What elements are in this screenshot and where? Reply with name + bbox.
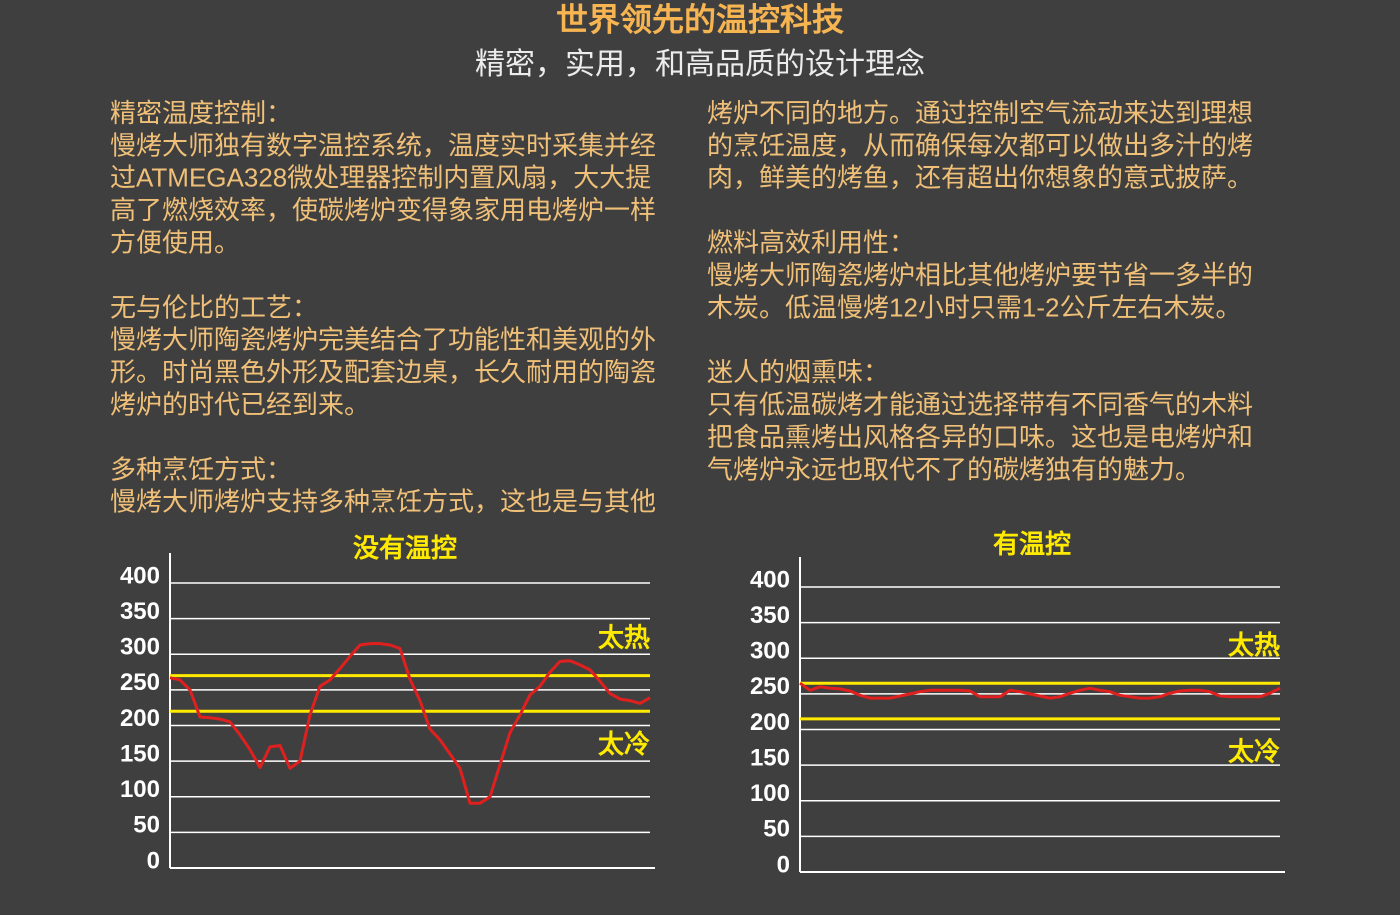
body-line: 肉，鲜美的烤鱼，还有超出你想象的意式披萨。: [707, 163, 1253, 193]
page-subtitle: 精密，实用，和高品质的设计理念: [475, 48, 925, 81]
y-tick-label: 150: [120, 740, 160, 767]
y-tick-label: 250: [120, 669, 160, 696]
section-heading: 多种烹饪方式：: [110, 454, 292, 484]
y-tick-label: 250: [750, 673, 790, 700]
data-line: [169, 642, 651, 805]
y-tick-label: 100: [750, 780, 790, 807]
body-line: 慢烤大师陶瓷烤炉完美结合了功能性和美观的外: [110, 325, 656, 355]
y-tick-label: 200: [120, 705, 160, 732]
body-line: 慢烤大师陶瓷烤炉相比其他烤炉要节省一多半的: [707, 260, 1253, 290]
body-line: 高了燃烧效率，使碳烤炉变得象家用电烤炉一样: [110, 195, 656, 225]
body-line: 烤炉不同的地方。通过控制空气流动来达到理想: [707, 98, 1253, 128]
chart-title: 没有温控: [353, 533, 457, 563]
body-line: 木炭。低温慢烤12小时只需1-2公斤左右木炭。: [707, 292, 1242, 322]
body-line: 慢烤大师烤炉支持多种烹饪方式，这也是与其他: [110, 487, 656, 517]
y-tick-label: 400: [750, 566, 790, 593]
y-tick-label: 0: [147, 847, 160, 874]
body-line: 方便使用。: [110, 227, 240, 257]
y-tick-label: 350: [750, 602, 790, 629]
section-heading: 迷人的烟熏味：: [707, 357, 889, 387]
y-tick-label: 50: [763, 816, 790, 843]
y-tick-label: 150: [750, 744, 790, 771]
reference-label: 太热: [1228, 630, 1280, 660]
y-tick-label: 400: [120, 562, 160, 589]
body-line: 烤炉的时代已经到来。: [110, 389, 370, 419]
section-heading: 燃料高效利用性：: [707, 227, 915, 257]
body-line: 形。时尚黑色外形及配套边桌，长久耐用的陶瓷: [110, 357, 656, 387]
body-line: 的烹饪温度，从而确保每次都可以做出多汁的烤: [707, 130, 1253, 160]
y-tick-label: 300: [750, 638, 790, 665]
page-title: 世界领先的温控科技: [556, 1, 844, 37]
y-tick-label: 100: [120, 776, 160, 803]
body-line: 气烤炉永远也取代不了的碳烤独有的魅力。: [707, 454, 1201, 484]
body-line: 过ATMEGA328微处理器控制内置风扇，大大提: [110, 163, 651, 193]
reference-label: 太冷: [1228, 737, 1280, 767]
body-line: 只有低温碳烤才能通过选择带有不同香气的木料: [707, 389, 1253, 419]
data-line: [799, 681, 1281, 700]
section-heading: 无与伦比的工艺：: [110, 292, 318, 322]
y-tick-label: 300: [120, 634, 160, 661]
chart-title: 有温控: [993, 529, 1071, 559]
y-tick-label: 0: [777, 851, 790, 878]
body-line: 慢烤大师独有数字温控系统，温度实时采集并经: [110, 130, 656, 160]
y-tick-label: 350: [120, 598, 160, 625]
section-heading: 精密温度控制：: [110, 98, 292, 128]
y-tick-label: 200: [750, 709, 790, 736]
y-tick-label: 50: [133, 812, 160, 839]
reference-label: 太冷: [598, 729, 650, 759]
body-line: 把食品熏烤出风格各异的口味。这也是电烤炉和: [707, 422, 1253, 452]
reference-label: 太热: [598, 623, 650, 653]
